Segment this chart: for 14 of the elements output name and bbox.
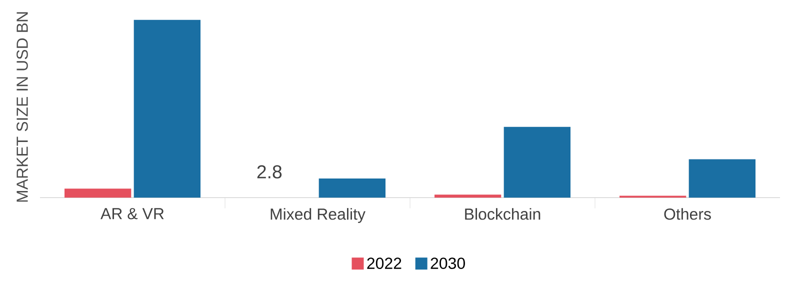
bar — [504, 126, 570, 198]
bar — [434, 194, 502, 198]
y-axis-title: MARKET SIZE IN USD BN — [16, 12, 28, 202]
bar — [134, 20, 201, 198]
bar — [64, 188, 132, 198]
bar — [318, 178, 386, 198]
x-tick-label: Others — [664, 208, 711, 220]
legend-label: 2030 — [430, 258, 465, 269]
annotation: 2.8 — [257, 165, 282, 178]
legend-label: 2022 — [367, 258, 402, 269]
x-tick-label: AR & VR — [100, 208, 164, 220]
bar — [688, 159, 756, 198]
x-tick-label: Mixed Reality — [270, 208, 366, 223]
x-tick-label: Blockchain — [465, 208, 540, 220]
